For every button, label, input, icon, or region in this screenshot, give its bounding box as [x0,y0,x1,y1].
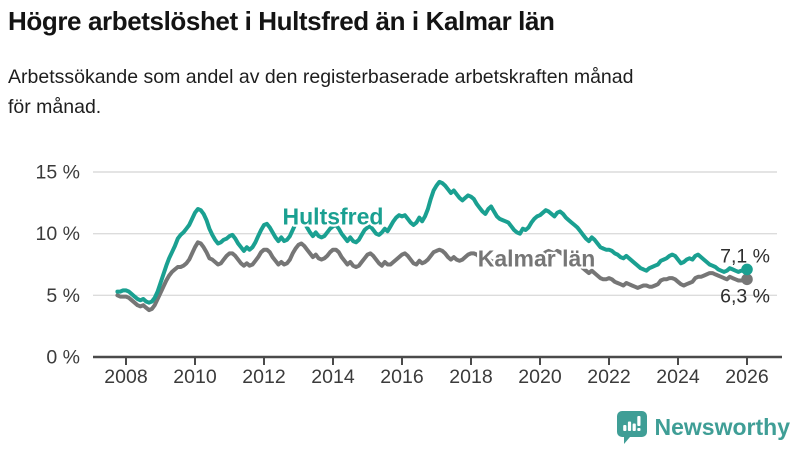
x-tick-label: 2022 [587,366,630,388]
logo-bars [622,416,641,431]
x-tick-label: 2024 [656,366,700,388]
newsworthy-logo[interactable]: Newsworthy [616,411,790,444]
x-tick-label: 2014 [311,366,355,388]
bar-chart-speech-bubble-icon [616,411,647,444]
chart-subtitle-line2: för månad. [8,96,102,118]
series-label-hultsfred: Hultsfred [283,203,384,229]
chart-svg: 2008 2010 2012 2014 2016 2018 2020 2022 2024 2026… [36,162,782,388]
series-line-kalmar-l-n [115,240,749,313]
chart-title: Högre arbetslöshet i Hultsfred än i Kalm… [8,6,555,36]
chart-subtitle: Arbetssökande som andel av den registerb… [8,62,794,122]
x-tick-label: 2018 [449,366,492,388]
speech-bubble-shape [616,411,647,444]
x-tick-label: 2016 [380,366,423,388]
y-tick-label: 15 % [36,162,80,184]
y-tick-label: 5 % [46,285,80,307]
x-tick-label: 2010 [173,366,217,388]
series-end-dot [741,263,753,276]
y-tick-label: 10 % [36,223,80,245]
line-chart: 2008 2010 2012 2014 2016 2018 2020 2022 2024 2026… [0,150,800,400]
series-end-dot [741,273,753,286]
newsworthy-wordmark: Newsworthy [654,414,790,440]
x-tick-label: 2026 [725,366,768,388]
y-tick-label: 0 % [46,347,80,369]
chart-subtitle-line1: Arbetssökande som andel av den registerb… [8,66,634,88]
x-tick-label: 2008 [104,366,147,388]
x-tick-label: 2012 [242,366,285,388]
x-tick-label: 2020 [518,366,562,388]
series-end-value-label: 6,3 % [720,285,770,307]
series-line-hultsfred [115,179,749,305]
series-end-value-label: 7,1 % [720,245,770,267]
series-label-kalmar-l-n: Kalmar län [478,245,596,271]
